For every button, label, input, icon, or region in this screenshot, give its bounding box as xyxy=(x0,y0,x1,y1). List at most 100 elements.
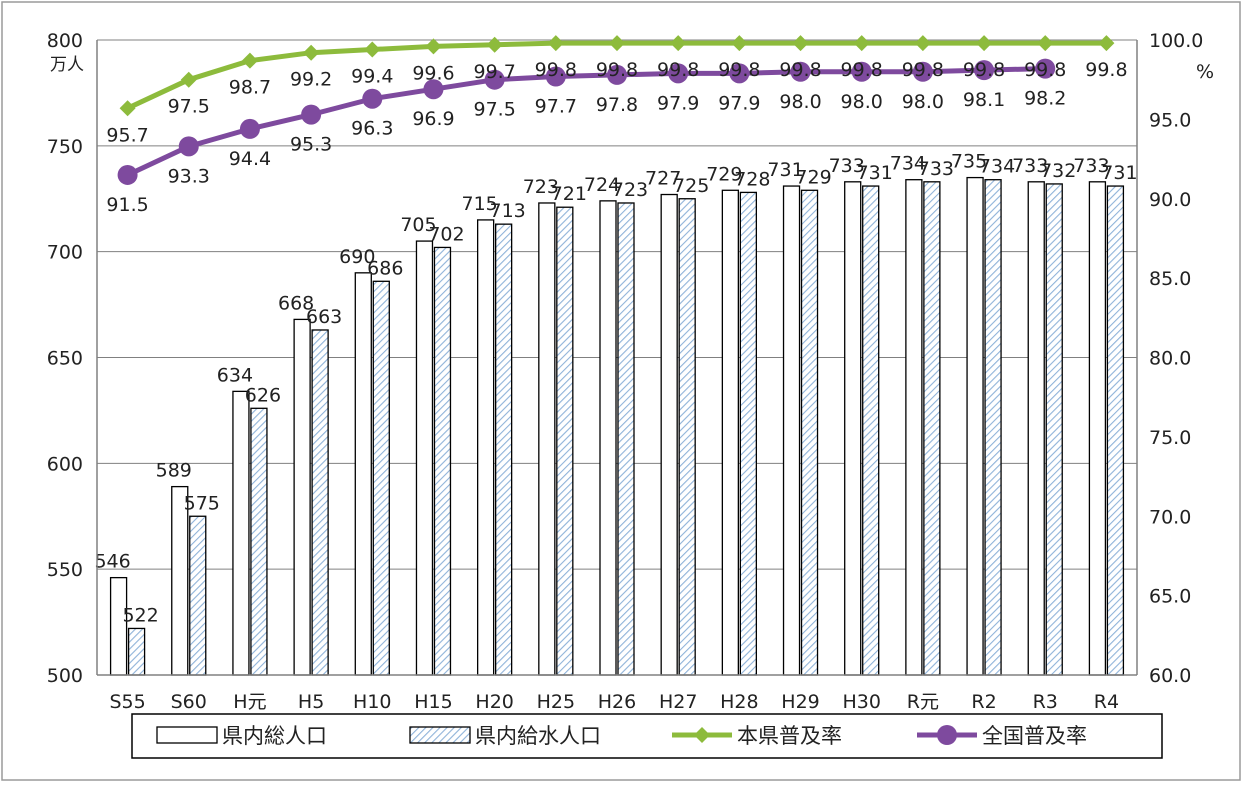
bar-water-supply-population xyxy=(1106,185,1125,676)
category-label: R2 xyxy=(971,691,996,713)
bar-water-label: 522 xyxy=(122,604,158,626)
line-value-label: 97.5 xyxy=(473,99,515,121)
right-tick-label: 90.0 xyxy=(1149,189,1191,211)
bar-water-label: 733 xyxy=(918,158,954,180)
left-tick-label: 550 xyxy=(47,559,83,581)
right-tick-label: 70.0 xyxy=(1149,506,1191,528)
bar-total-label: 733 xyxy=(1012,155,1048,177)
bar-total-label: 589 xyxy=(156,460,192,482)
line-value-label: 96.9 xyxy=(412,108,454,130)
bar-total-population xyxy=(1088,181,1107,676)
line-value-label: 99.8 xyxy=(902,59,944,81)
line-value-label: 99.8 xyxy=(841,59,883,81)
bar-total-population xyxy=(171,485,189,676)
bar-water-supply-population xyxy=(678,198,696,676)
bar-water-supply-population xyxy=(127,627,146,676)
line-marker-diamond xyxy=(1098,35,1115,52)
category-label: H10 xyxy=(353,691,391,713)
line-marker-diamond xyxy=(486,36,503,53)
line-marker-diamond xyxy=(670,35,687,52)
category-label: R3 xyxy=(1033,691,1058,713)
lines xyxy=(117,35,1115,185)
line-value-label: 97.5 xyxy=(168,96,210,118)
category-label: H28 xyxy=(720,691,758,713)
line-value-label: 99.8 xyxy=(963,59,1005,81)
line-value-label: 91.5 xyxy=(106,194,148,216)
bar-water-supply-population xyxy=(372,280,390,676)
bar-total-population xyxy=(293,318,311,676)
line-value-label: 99.8 xyxy=(779,59,821,81)
line-marker-diamond xyxy=(180,71,197,88)
bar-water-supply-population xyxy=(189,515,207,676)
line-marker-diamond xyxy=(547,35,564,52)
bar-water-supply-population xyxy=(1045,183,1063,676)
line-marker-circle xyxy=(729,63,750,84)
line-value-label: 99.8 xyxy=(1024,59,1066,81)
bar-total-label: 729 xyxy=(706,163,742,185)
bar-total-label: 715 xyxy=(462,193,498,215)
bar-water-supply-population xyxy=(923,181,941,676)
category-label: H20 xyxy=(475,691,513,713)
line-marker-diamond xyxy=(119,100,136,117)
category-label: R4 xyxy=(1094,691,1119,713)
bar-water-label: 626 xyxy=(245,384,281,406)
bar-water-label: 686 xyxy=(367,257,403,279)
bar-water-label: 734 xyxy=(979,156,1015,178)
line-marker-circle xyxy=(790,61,811,82)
bar-total-label: 546 xyxy=(94,551,130,573)
line-value-label: 96.3 xyxy=(351,118,393,140)
line-value-label: 99.8 xyxy=(596,59,638,81)
category-label: H元 xyxy=(233,691,266,713)
line-value-label: 99.8 xyxy=(535,59,577,81)
line-value-label: 93.3 xyxy=(168,165,210,187)
bar-total-label: 731 xyxy=(767,159,803,181)
line-marker-diamond xyxy=(731,35,748,52)
line-marker-circle xyxy=(1035,58,1056,79)
bar-water-supply-population xyxy=(862,185,880,676)
bar-water-supply-population xyxy=(250,407,268,676)
line-value-label: 98.7 xyxy=(229,77,271,99)
bar-total-population xyxy=(354,272,372,676)
line-marker-circle xyxy=(974,60,995,81)
left-tick-label: 750 xyxy=(47,136,83,158)
category-label: H30 xyxy=(842,691,880,713)
bar-total-label: 733 xyxy=(1073,155,1109,177)
right-tick-label: 100.0 xyxy=(1149,30,1203,52)
bar-water-label: 732 xyxy=(1040,160,1076,182)
line-value-label: 98.0 xyxy=(902,91,944,113)
bar-water-label: 731 xyxy=(1101,162,1137,184)
right-tick-label: 95.0 xyxy=(1149,109,1191,131)
line-value-label: 99.7 xyxy=(473,61,515,83)
bar-water-supply-population xyxy=(494,223,513,676)
bar-water-supply-population xyxy=(311,329,329,676)
bar-water-label: 702 xyxy=(428,223,464,245)
left-tick-label: 800 xyxy=(47,30,83,52)
line-value-label: 97.9 xyxy=(657,92,699,114)
line-value-label: 97.8 xyxy=(596,94,638,116)
legend-marker-diamond xyxy=(694,727,710,743)
line-value-label: 95.7 xyxy=(106,124,148,146)
category-label: R元 xyxy=(907,691,939,713)
legend-label: 県内給水人口 xyxy=(475,724,601,748)
line-marker-diamond xyxy=(853,35,870,52)
bar-total-population xyxy=(782,185,801,676)
category-label: H27 xyxy=(659,691,697,713)
bar-total-population xyxy=(415,240,434,676)
bars xyxy=(109,176,1125,676)
line-marker-circle xyxy=(178,136,199,157)
line-marker-circle xyxy=(117,164,138,185)
line-value-label: 95.3 xyxy=(290,134,332,156)
bar-total-label: 634 xyxy=(217,364,253,386)
line-marker-circle xyxy=(301,104,322,125)
bar-water-supply-population xyxy=(739,191,758,676)
line-value-label: 98.1 xyxy=(963,89,1005,111)
bar-total-label: 668 xyxy=(278,292,314,314)
bar-total-label: 705 xyxy=(400,214,436,236)
bar-total-label: 734 xyxy=(890,153,926,175)
line-marker-diamond xyxy=(364,41,381,58)
bar-water-label: 713 xyxy=(490,200,526,222)
line-marker-diamond xyxy=(609,35,625,52)
line-marker-diamond xyxy=(1037,35,1054,52)
data-labels: 5465225895756346266686636906867057027157… xyxy=(94,59,1137,626)
